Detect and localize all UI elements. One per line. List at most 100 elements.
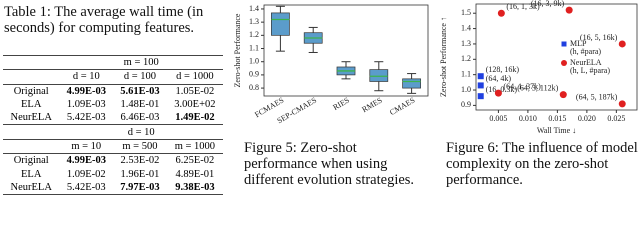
scatter-chart: 0.9 1.0 1.1 1.2 1.3 1.4 1.5 0.005 0.010 0.015 0.02… <box>439 0 638 135</box>
point-label: (64, 3, 112k) <box>517 83 558 92</box>
point-label: (16, 5, 16k) <box>580 33 618 42</box>
cell: Original <box>13 155 49 167</box>
row: d = 10 <box>3 124 223 140</box>
row: Original 4.99E-03 5.61E-03 1.05E-02 <box>3 84 223 98</box>
x-tick-label: RMES <box>360 96 383 115</box>
point-label: (128, 16k) <box>486 65 520 74</box>
x-axis-label: Wall Time ↓ <box>537 126 576 135</box>
col-header: m = 1000 <box>166 139 223 155</box>
point <box>618 40 626 48</box>
x-tick-label: CMAES <box>388 96 416 118</box>
y-axis-label: Zero-shot Performance <box>233 13 242 87</box>
cell: 5.42E-03 <box>59 180 114 195</box>
cell: NeurELA <box>3 111 60 126</box>
cell: 4.99E-03 <box>66 85 106 97</box>
point <box>477 73 484 80</box>
point-label: (16, 1, 3k) <box>506 2 540 11</box>
row: ELA 1.09E-03 1.48E-01 3.00E+02 <box>3 98 223 111</box>
x-tick-label: 0.025 <box>607 114 625 123</box>
col-header: m = 500 <box>113 139 167 155</box>
box <box>271 12 290 36</box>
cell: ELA <box>21 168 42 180</box>
cell: 5.61E-03 <box>120 85 160 97</box>
col-header: d = 1000 <box>166 69 223 85</box>
point <box>477 82 484 89</box>
legend-marker <box>561 41 567 47</box>
group-header: d = 10 <box>59 124 223 140</box>
cell: 3.00E+02 <box>174 99 216 111</box>
table-caption: Table 1: The average wall time (in secon… <box>4 4 204 36</box>
point-label: (16, 3, 9k) <box>531 0 565 8</box>
plot-frame <box>475 3 638 111</box>
point-label: (16, 0.3k) <box>486 85 518 94</box>
legend-label: MLP <box>570 39 587 48</box>
x-tick-label: RIES <box>331 96 351 112</box>
y-tick-label: 0.9 <box>461 100 471 109</box>
legend-subtitle: (h, L, #para) <box>570 66 610 75</box>
row: m = 10 m = 500 m = 1000 <box>3 139 223 155</box>
cell: Original <box>13 85 49 97</box>
page: Table 1: The average wall time (in secon… <box>3 0 638 195</box>
x-tick-label: 0.015 <box>548 114 566 123</box>
cell: 1.09E-03 <box>66 99 106 111</box>
row: NeurELA 5.42E-03 7.97E-03 9.38E-03 <box>3 180 223 195</box>
x-tick-label: 0.010 <box>519 114 537 123</box>
y-axis-label: Zero-shot Performance ↑ <box>439 17 448 97</box>
y-tick-label: 1.4 <box>461 23 471 32</box>
legend-marker <box>561 60 567 66</box>
cell: 1.05E-02 <box>175 85 215 97</box>
cell: 9.38E-03 <box>166 180 223 195</box>
plot-frame <box>263 4 429 97</box>
y-tick-label: 0.9 <box>249 70 259 79</box>
point-label: (64, 5, 187k) <box>576 93 618 102</box>
y-tick-label: 1.3 <box>249 17 259 26</box>
row: Original 4.99E-03 2.53E-02 6.25E-02 <box>3 154 223 168</box>
legend-subtitle: (h, #para) <box>570 47 601 56</box>
cell: 1.49E-02 <box>166 111 223 126</box>
y-tick-label: 1.1 <box>249 43 259 52</box>
row: d = 10 d = 100 d = 1000 <box>3 69 223 85</box>
point <box>497 9 505 17</box>
cell: 6.46E-03 <box>113 111 167 126</box>
box <box>402 78 421 89</box>
cell: 4.99E-03 <box>66 155 106 167</box>
row: NeurELA 5.42E-03 6.46E-03 1.49E-02 <box>3 111 223 126</box>
y-tick-label: 1.0 <box>249 57 259 66</box>
cell: 4.89E-01 <box>175 168 215 180</box>
x-tick-label: 0.005 <box>489 114 507 123</box>
col-header: d = 10 <box>59 69 114 85</box>
y-tick-label: 1.5 <box>461 8 471 17</box>
cell: 1.96E-01 <box>120 168 160 180</box>
cell: 1.09E-02 <box>66 168 106 180</box>
point <box>565 6 573 14</box>
y-tick-label: 1.3 <box>461 39 471 48</box>
y-tick-label: 1.2 <box>461 54 471 63</box>
point <box>618 100 626 108</box>
point-label: (64, 4k) <box>486 74 512 83</box>
table: m = 100 d = 10 d = 100 d = 1000 Original 4.… <box>3 54 223 195</box>
col-header: d = 100 <box>113 69 167 85</box>
cell: 7.97E-03 <box>113 180 167 195</box>
figure-caption: Figure 6: The influence of model complex… <box>446 140 638 188</box>
figure-caption: Figure 5: Zero-shot performance when usi… <box>244 140 415 188</box>
box-chart: 0.8 0.9 1.0 1.1 1.2 1.3 1.4 Zero-shot Performan… <box>233 4 429 125</box>
x-tick-label: 0.020 <box>578 114 596 123</box>
y-tick-label: 0.8 <box>249 83 259 92</box>
legend-label: NeurELA <box>570 58 602 67</box>
row: m = 100 <box>3 54 223 71</box>
y-tick-label: 1.2 <box>249 30 259 39</box>
cell: 6.25E-02 <box>175 155 215 167</box>
point-label: (64, 1, 37k) <box>503 82 541 91</box>
point <box>494 89 502 97</box>
box <box>369 69 389 82</box>
cell: NeurELA <box>3 180 60 195</box>
point <box>477 93 484 100</box>
cell: 2.53E-02 <box>120 155 160 167</box>
y-tick-label: 1.0 <box>461 85 471 94</box>
cell: 5.42E-03 <box>59 111 114 126</box>
row: ELA 1.09E-02 1.96E-01 4.89E-01 <box>3 167 223 180</box>
y-tick-label: 1.4 <box>249 4 259 13</box>
col-header: m = 10 <box>59 139 114 155</box>
y-tick-label: 1.1 <box>461 69 471 78</box>
cell: 1.48E-01 <box>120 99 160 111</box>
